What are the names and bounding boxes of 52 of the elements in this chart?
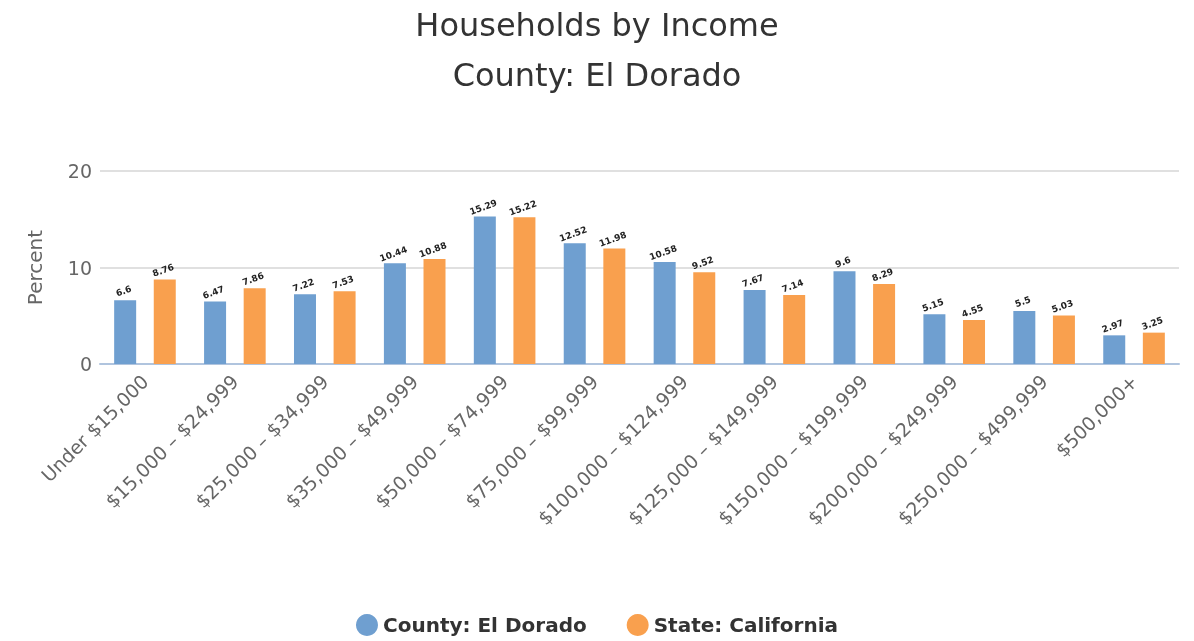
data-label: 5.5 — [1013, 294, 1032, 310]
bar — [873, 284, 896, 364]
bar — [603, 248, 626, 364]
data-label: 2.97 — [1100, 317, 1125, 335]
data-label: 10.58 — [648, 243, 679, 263]
data-label: 6.47 — [201, 283, 226, 301]
bar — [1103, 335, 1126, 364]
bar — [153, 279, 176, 364]
data-label: 15.22 — [507, 198, 538, 218]
chart-subtitle: County: El Dorado — [452, 56, 742, 94]
bar — [653, 261, 676, 364]
bar — [383, 263, 406, 364]
data-label: 9.6 — [833, 254, 853, 270]
data-label: 7.14 — [780, 277, 805, 295]
bar — [693, 272, 716, 364]
data-label: 5.15 — [920, 296, 946, 314]
data-label: 3.25 — [1140, 314, 1165, 332]
data-label: 8.76 — [151, 261, 176, 279]
bar — [563, 243, 586, 364]
data-label: 7.22 — [291, 276, 316, 294]
data-label: 7.67 — [740, 272, 766, 290]
bar — [833, 271, 856, 364]
legend-label: County: El Dorado — [382, 613, 587, 637]
bar — [783, 295, 806, 364]
data-label: 10.88 — [417, 240, 449, 260]
data-label: 7.86 — [240, 270, 266, 288]
bar — [1013, 310, 1036, 364]
data-label: 4.55 — [960, 302, 985, 320]
bar — [293, 294, 316, 364]
data-label: 9.52 — [690, 254, 715, 272]
chart-title: Households by Income — [415, 6, 779, 44]
bar — [1142, 332, 1165, 364]
bar — [963, 320, 986, 364]
bar — [513, 217, 536, 364]
bar — [333, 291, 356, 364]
y-tick-label: 10 — [67, 256, 92, 279]
bar — [923, 314, 946, 364]
data-label: 8.29 — [870, 266, 895, 284]
y-axis-title: Percent — [23, 229, 47, 306]
legend-label: State: California — [653, 613, 839, 637]
bar — [423, 259, 446, 364]
bar — [114, 300, 137, 364]
bar — [473, 216, 496, 364]
bar — [243, 288, 266, 364]
data-label: 5.03 — [1050, 297, 1075, 315]
bar — [204, 301, 227, 364]
data-label: 6.6 — [114, 283, 133, 299]
data-label: 7.53 — [330, 273, 356, 291]
bar — [1052, 315, 1075, 364]
y-tick-label: 20 — [67, 160, 92, 182]
bar — [743, 289, 766, 364]
y-tick-label: 0 — [79, 353, 92, 375]
